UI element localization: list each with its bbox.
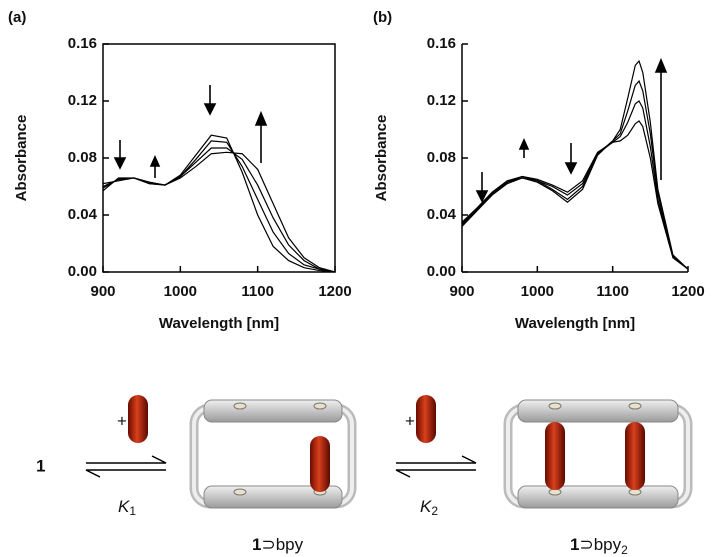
product1-label: 1⊃bpy — [252, 535, 304, 554]
x-tick-label: 1000 — [521, 283, 554, 300]
plus: + — [117, 411, 127, 430]
k-sub: 2 — [431, 504, 438, 518]
x-tick-label: 1200 — [671, 283, 704, 300]
bold-part: 1 — [570, 535, 579, 554]
k-symbol: K — [118, 497, 130, 516]
equilibrium-arrow-2 — [395, 455, 477, 478]
x-tick-label: 1100 — [596, 283, 629, 300]
x-axis-label: Wavelength [nm] — [159, 315, 279, 332]
x-tick-label: 900 — [449, 283, 474, 300]
compound-label: 1 — [36, 456, 45, 475]
y-tick-label: 0.12 — [427, 92, 456, 109]
y-axis-label: Absorbance — [13, 115, 30, 202]
spectrum-line — [461, 100, 689, 270]
k-symbol: K — [420, 497, 432, 516]
bold-part: 1 — [252, 535, 261, 554]
x-tick-label: 900 — [90, 283, 115, 300]
sub: 2 — [621, 543, 628, 557]
y-tick-label: 0.00 — [427, 263, 456, 280]
panel-label: (a) — [8, 9, 26, 26]
bpy-capsule — [416, 395, 436, 443]
y-tick-label: 0.08 — [427, 149, 456, 166]
y-tick-label: 0.04 — [68, 206, 98, 223]
y-tick-label: 0.08 — [68, 149, 97, 166]
y-axis-label: Absorbance — [373, 115, 390, 202]
y-tick-label: 0.16 — [427, 35, 456, 52]
y-tick-label: 0.04 — [427, 206, 457, 223]
rest: ⊃bpy — [261, 535, 303, 554]
product2-label: 1⊃bpy2 — [570, 535, 628, 557]
panel-label: (b) — [373, 9, 392, 26]
host-2 — [503, 399, 693, 509]
scheme: 1 + + K1 K2 1⊃bpy 1⊃bpy2 — [36, 395, 693, 557]
k1: K1 — [118, 497, 136, 518]
x-axis-label: Wavelength [nm] — [515, 315, 635, 332]
y-tick-label: 0.16 — [68, 35, 97, 52]
equilibrium-arrow-1 — [85, 455, 167, 478]
k-sub: 1 — [129, 504, 136, 518]
spectrum-line — [461, 59, 689, 270]
k2: K2 — [420, 497, 438, 518]
x-tick-label: 1200 — [318, 283, 351, 300]
spectrum-line — [102, 134, 336, 273]
x-tick-label: 1000 — [164, 283, 197, 300]
arrows-b — [475, 57, 668, 203]
rest: ⊃bpy — [579, 535, 621, 554]
plot-frame — [102, 43, 336, 273]
arrows-a — [113, 85, 268, 178]
host-1 — [189, 399, 357, 509]
y-tick-label: 0.12 — [68, 92, 97, 109]
spectrum-line — [102, 151, 336, 273]
bpy-capsule — [128, 395, 148, 443]
plus: + — [405, 411, 415, 430]
spectrum-line — [102, 140, 336, 273]
y-tick-label: 0.00 — [68, 263, 97, 280]
x-tick-label: 1100 — [241, 283, 274, 300]
